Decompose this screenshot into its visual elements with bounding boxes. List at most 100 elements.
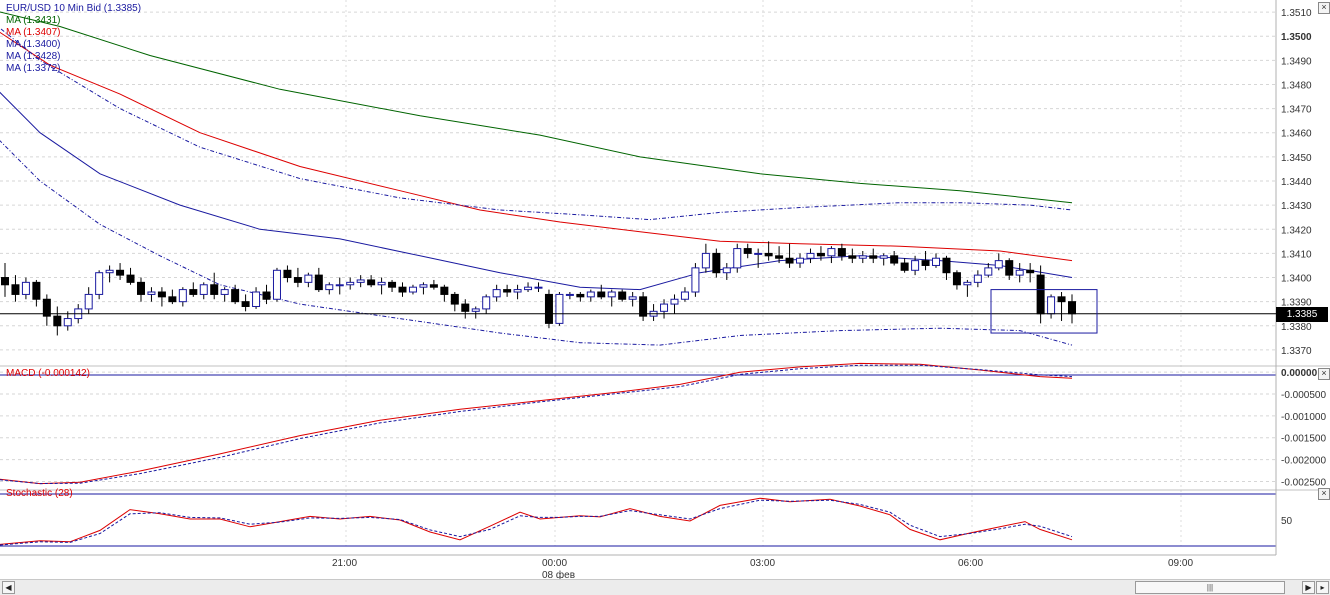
candle-34 <box>356 275 365 288</box>
time-tick-0900: 09:00 <box>1168 558 1193 569</box>
candle-body-45 <box>471 308 480 312</box>
candle-53 <box>555 292 564 326</box>
candle-body-24 <box>252 291 261 307</box>
candle-body-13 <box>136 281 145 295</box>
candle-58 <box>607 289 616 307</box>
candle-29 <box>304 272 313 288</box>
candle-50 <box>524 282 533 293</box>
scroll-left-icon[interactable]: ◀ <box>2 581 15 594</box>
ma-line-1-3431 <box>0 11 1073 204</box>
price-tick-label-9: 1.3460 <box>1281 129 1312 140</box>
candle-60 <box>628 292 637 307</box>
candle-body-84 <box>879 255 888 259</box>
stochastic-pane <box>0 497 1073 546</box>
macd-tick-label-1: -0.000500 <box>1281 390 1326 401</box>
candle-body-93 <box>973 274 982 283</box>
candle-10 <box>105 265 114 283</box>
candle-46 <box>482 294 491 314</box>
candle-83 <box>869 248 878 264</box>
candle-body-92 <box>963 281 972 286</box>
candle-55 <box>576 292 585 302</box>
candle-body-34 <box>356 279 365 283</box>
candle-body-42 <box>440 286 449 295</box>
candle-body-63 <box>660 303 669 312</box>
candle-body-81 <box>848 255 857 259</box>
pane-separators <box>0 0 1330 556</box>
candle-body-8 <box>84 293 93 310</box>
legend-ma-4: MA (1.3428) <box>6 51 60 62</box>
candle-17 <box>178 287 187 307</box>
candle-body-72 <box>754 252 763 255</box>
horizontal-scrollbar[interactable]: ◀ ||| ▶ ▸ <box>0 579 1330 595</box>
candle-8 <box>84 287 93 314</box>
candle-body-87 <box>911 260 920 271</box>
candle-20 <box>210 272 219 300</box>
candle-25 <box>262 284 271 305</box>
candle-body-83 <box>869 255 878 259</box>
candle-81 <box>848 248 857 264</box>
candle-27 <box>283 265 292 283</box>
candle-48 <box>503 284 512 297</box>
macd-pane-close-icon[interactable]: × <box>1318 368 1330 380</box>
candle-92 <box>963 279 972 297</box>
candle-body-90 <box>942 257 951 274</box>
candle-body-1 <box>11 284 20 295</box>
scroll-thumb[interactable]: ||| <box>1135 581 1285 594</box>
candle-body-102 <box>1068 301 1076 315</box>
candle-62 <box>649 304 658 321</box>
selection-box <box>990 289 1098 334</box>
candle-body-10 <box>105 269 114 274</box>
candle-body-52 <box>544 293 553 324</box>
time-tick-0300: 03:00 <box>750 558 775 569</box>
candle-body-15 <box>157 291 166 298</box>
candle-56 <box>586 289 595 302</box>
price-pane-close-icon[interactable]: × <box>1318 2 1330 14</box>
candle-body-97 <box>1015 269 1024 276</box>
candle-35 <box>367 275 376 288</box>
candle-body-31 <box>325 284 334 291</box>
candle-body-73 <box>764 252 773 257</box>
stochastic-pane-close-icon[interactable]: × <box>1318 488 1330 500</box>
candle-87 <box>911 255 920 276</box>
candle-body-71 <box>743 248 752 254</box>
candle-body-88 <box>921 260 930 266</box>
candle-64 <box>670 294 679 314</box>
candle-body-99 <box>1036 274 1045 315</box>
candle-90 <box>942 255 951 280</box>
candle-body-46 <box>482 296 491 310</box>
candle-72 <box>754 248 763 268</box>
scroll-end-icon[interactable]: ▸ <box>1316 581 1329 594</box>
candle-32 <box>335 277 344 295</box>
candle-body-26 <box>272 269 281 300</box>
candle-100 <box>1047 294 1056 319</box>
candle-37 <box>388 279 397 293</box>
candle-54 <box>565 292 574 300</box>
candle-body-55 <box>576 293 585 298</box>
ma-line-1-3407 <box>0 31 1073 262</box>
candle-13 <box>136 277 145 302</box>
candle-body-91 <box>952 272 961 286</box>
candle-body-29 <box>304 274 313 283</box>
price-tick-label-5: 1.3420 <box>1281 225 1312 236</box>
candle-14 <box>147 287 156 302</box>
candle-body-89 <box>932 257 941 266</box>
candle-38 <box>398 282 407 297</box>
candle-43 <box>450 292 459 312</box>
candle-59 <box>618 289 627 302</box>
candle-61 <box>639 292 648 321</box>
candle-body-54 <box>565 293 574 296</box>
candle-body-59 <box>618 291 627 300</box>
time-tick-2100: 21:00 <box>332 558 357 569</box>
candle-body-78 <box>816 252 825 257</box>
scroll-right-icon[interactable]: ▶ <box>1302 581 1315 594</box>
candle-body-77 <box>806 252 815 259</box>
candle-4 <box>42 294 51 326</box>
price-tick-label-6: 1.3430 <box>1281 201 1312 212</box>
ma-line-1-3428 <box>0 27 1073 221</box>
candle-body-41 <box>429 284 438 288</box>
candle-body-48 <box>503 289 512 293</box>
candle-69 <box>722 263 731 280</box>
stoch-tick-label-0: 50 <box>1281 516 1293 527</box>
candle-70 <box>733 243 742 273</box>
